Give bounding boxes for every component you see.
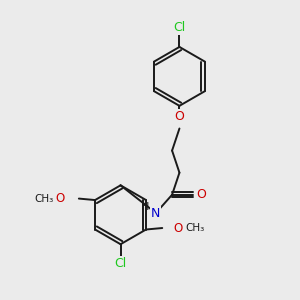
Text: O: O	[196, 188, 206, 201]
Text: Cl: Cl	[114, 257, 127, 271]
Text: Cl: Cl	[173, 21, 186, 34]
Text: O: O	[55, 192, 64, 205]
Text: O: O	[175, 110, 184, 123]
Text: N: N	[151, 206, 160, 220]
Text: O: O	[173, 221, 183, 235]
Text: CH₃: CH₃	[34, 194, 54, 204]
Text: CH₃: CH₃	[185, 223, 205, 233]
Text: H: H	[140, 202, 149, 212]
